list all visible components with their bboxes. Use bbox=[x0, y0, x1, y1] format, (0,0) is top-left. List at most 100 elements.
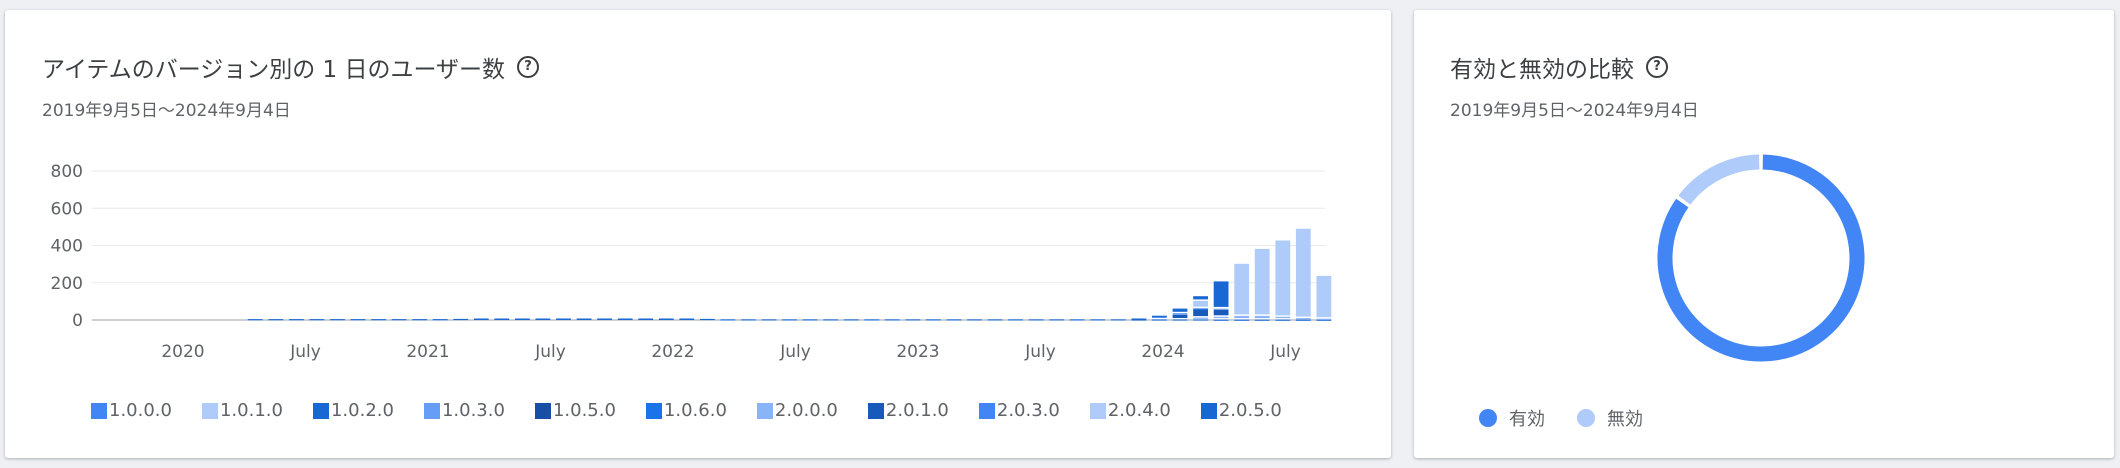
legend-item-2.0.1.0[interactable]: 2.0.1.0 bbox=[867, 400, 949, 421]
donut-slice-無効[interactable] bbox=[1678, 154, 1760, 205]
donut-slice-有効[interactable] bbox=[1657, 154, 1865, 362]
bar-segment-1.0.2.0[interactable] bbox=[391, 319, 407, 321]
bar-segment-1.0.2.0[interactable] bbox=[1111, 319, 1126, 321]
bar-segment-1.0.2.0[interactable] bbox=[535, 318, 551, 321]
bar-segment-1.0.2.0[interactable] bbox=[926, 319, 941, 321]
bar-segment-1.0.2.0[interactable] bbox=[864, 319, 880, 321]
bar-segment-1.0.2.0[interactable] bbox=[556, 318, 571, 321]
bar-segment-2.0.4.0[interactable] bbox=[1254, 248, 1270, 315]
legend-item-1.0.1.0[interactable]: 1.0.1.0 bbox=[201, 400, 283, 421]
bar-segment-1.0.2.0[interactable] bbox=[638, 318, 654, 321]
bar-segment-2.0.4.0[interactable] bbox=[1193, 300, 1208, 307]
bar-segment-2.0.0.0[interactable] bbox=[1316, 318, 1332, 320]
bar-segment-1.0.2.0[interactable] bbox=[247, 319, 263, 321]
bar-segment-1.0.2.0[interactable] bbox=[1131, 319, 1147, 321]
legend-item-2.0.5.0[interactable]: 2.0.5.0 bbox=[1200, 400, 1282, 421]
bar-segment-1.0.2.0[interactable] bbox=[782, 319, 797, 321]
bar-segment-1.0.2.0[interactable] bbox=[350, 319, 366, 321]
bar-segment-1.0.2.0[interactable] bbox=[761, 319, 777, 321]
bar-segment-2.0.4.0[interactable] bbox=[1295, 228, 1311, 317]
bar-segment-2.0.0.0[interactable] bbox=[1193, 317, 1208, 319]
bar-segment-2.0.5.0[interactable] bbox=[1172, 308, 1188, 312]
bar-segment-1.0.2.0[interactable] bbox=[1008, 319, 1023, 321]
bar-segment-1.0.2.0[interactable] bbox=[371, 319, 386, 321]
legend-item-2.0.4.0[interactable]: 2.0.4.0 bbox=[1089, 400, 1171, 421]
bar-segment-1.0.2.0[interactable] bbox=[617, 318, 633, 321]
bar-segment-1.0.2.0[interactable] bbox=[823, 319, 839, 321]
donut-chart bbox=[1657, 154, 1865, 362]
bar-segment-2.0.5.0[interactable] bbox=[1213, 281, 1229, 307]
bar-segment-2.0.5.0[interactable] bbox=[1131, 318, 1147, 320]
legend-item-2.0.3.0[interactable]: 2.0.3.0 bbox=[978, 400, 1060, 421]
bar-segment-2.0.0.0[interactable] bbox=[1275, 316, 1291, 319]
help-circle-icon[interactable]: ? bbox=[1646, 56, 1668, 78]
bar-segment-2.0.3.0[interactable] bbox=[1193, 308, 1208, 310]
bar-segment-1.0.2.0[interactable] bbox=[597, 318, 612, 321]
bar-segment-2.0.0.0[interactable] bbox=[1254, 315, 1270, 319]
bar-segment-1.0.2.0[interactable] bbox=[330, 319, 345, 321]
bar-segment-1.0.2.0[interactable] bbox=[412, 319, 428, 321]
bar-segment-1.0.2.0[interactable] bbox=[700, 318, 715, 321]
bar-segment-1.0.2.0[interactable] bbox=[843, 319, 859, 321]
x-tick-label: 2020 bbox=[161, 342, 204, 362]
bar-segment-1.0.2.0[interactable] bbox=[1090, 319, 1106, 321]
bar-segment-1.0.2.0[interactable] bbox=[1152, 319, 1167, 321]
bar-segment-1.0.2.0[interactable] bbox=[1069, 319, 1085, 321]
bar-segment-2.0.4.0[interactable] bbox=[1213, 308, 1229, 310]
bar-segment-1.0.2.0[interactable] bbox=[1193, 319, 1208, 321]
bar-segment-2.0.4.0[interactable] bbox=[1234, 263, 1250, 315]
bar-segment-1.0.2.0[interactable] bbox=[946, 319, 962, 321]
bar-segment-1.0.2.0[interactable] bbox=[309, 319, 325, 321]
bar-segment-2.0.5.0[interactable] bbox=[1152, 315, 1167, 317]
bar-segment-2.0.4.0[interactable] bbox=[1316, 275, 1332, 318]
bar-segment-1.0.2.0[interactable] bbox=[658, 318, 674, 321]
bar-segment-1.0.2.0[interactable] bbox=[289, 319, 304, 321]
bar-segment-1.0.2.0[interactable] bbox=[741, 319, 756, 321]
bar-segment-1.0.2.0[interactable] bbox=[967, 319, 982, 321]
bar-segment-2.0.5.0[interactable] bbox=[1193, 296, 1208, 300]
bar-segment-1.0.2.0[interactable] bbox=[473, 318, 489, 321]
bar-segment-1.0.2.0[interactable] bbox=[494, 318, 510, 321]
bar-segment-1.0.2.0[interactable] bbox=[432, 319, 448, 321]
bar-segment-1.0.2.0[interactable] bbox=[1295, 319, 1311, 321]
legend-swatch bbox=[756, 402, 773, 419]
bar-segment-1.0.2.0[interactable] bbox=[576, 318, 592, 321]
bar-segment-1.0.2.0[interactable] bbox=[453, 318, 469, 321]
bar-segment-1.0.2.0[interactable] bbox=[1028, 319, 1044, 321]
bar-segment-1.0.2.0[interactable] bbox=[905, 319, 921, 321]
bar-segment-2.0.0.0[interactable] bbox=[1213, 316, 1229, 319]
bar-segment-2.0.1.0[interactable] bbox=[1213, 309, 1229, 316]
legend-item-1.0.0.0[interactable]: 1.0.0.0 bbox=[91, 400, 172, 421]
bar-segment-1.0.2.0[interactable] bbox=[1234, 319, 1250, 321]
legend-item-2.0.0.0[interactable]: 2.0.0.0 bbox=[756, 400, 838, 421]
bar-segment-1.0.2.0[interactable] bbox=[1254, 319, 1270, 321]
bar-segment-2.0.3.0[interactable] bbox=[1152, 316, 1167, 318]
legend-item-1.0.2.0[interactable]: 1.0.2.0 bbox=[312, 400, 394, 421]
help-circle-icon[interactable]: ? bbox=[517, 56, 540, 78]
y-tick-label: 600 bbox=[51, 199, 83, 219]
legend-item-1.0.6.0[interactable]: 1.0.6.0 bbox=[645, 400, 727, 421]
bar-segment-1.0.2.0[interactable] bbox=[1049, 319, 1065, 321]
legend-item-1.0.3.0[interactable]: 1.0.3.0 bbox=[423, 400, 505, 421]
bar-segment-2.0.0.0[interactable] bbox=[1234, 315, 1250, 319]
bar-segment-1.0.2.0[interactable] bbox=[1172, 319, 1188, 321]
bar-segment-1.0.2.0[interactable] bbox=[987, 319, 1003, 321]
legend-label: 1.0.3.0 bbox=[441, 400, 505, 421]
bar-segment-2.0.3.0[interactable] bbox=[1172, 313, 1188, 315]
bar-segment-1.0.2.0[interactable] bbox=[884, 319, 900, 321]
bar-segment-1.0.2.0[interactable] bbox=[1316, 319, 1332, 321]
bar-segment-2.0.1.0[interactable] bbox=[1193, 309, 1208, 317]
bar-segment-1.0.2.0[interactable] bbox=[1275, 319, 1291, 321]
bar-segment-1.0.2.0[interactable] bbox=[515, 318, 530, 321]
bar-segment-1.0.2.0[interactable] bbox=[720, 319, 736, 321]
bar-segment-1.0.2.0[interactable] bbox=[1213, 319, 1229, 321]
bar-segment-1.0.2.0[interactable] bbox=[679, 318, 695, 321]
legend-item-1.0.5.0[interactable]: 1.0.5.0 bbox=[534, 400, 616, 421]
bar-segment-1.0.2.0[interactable] bbox=[802, 319, 818, 321]
legend-item-無効[interactable]: 無効 bbox=[1577, 405, 1643, 431]
bar-segment-1.0.2.0[interactable] bbox=[268, 319, 284, 321]
bar-segment-2.0.0.0[interactable] bbox=[1295, 318, 1311, 320]
bar-segment-2.0.4.0[interactable] bbox=[1275, 240, 1291, 316]
legend-item-有効[interactable]: 有効 bbox=[1479, 405, 1545, 431]
bar-segment-2.0.1.0[interactable] bbox=[1172, 314, 1188, 318]
